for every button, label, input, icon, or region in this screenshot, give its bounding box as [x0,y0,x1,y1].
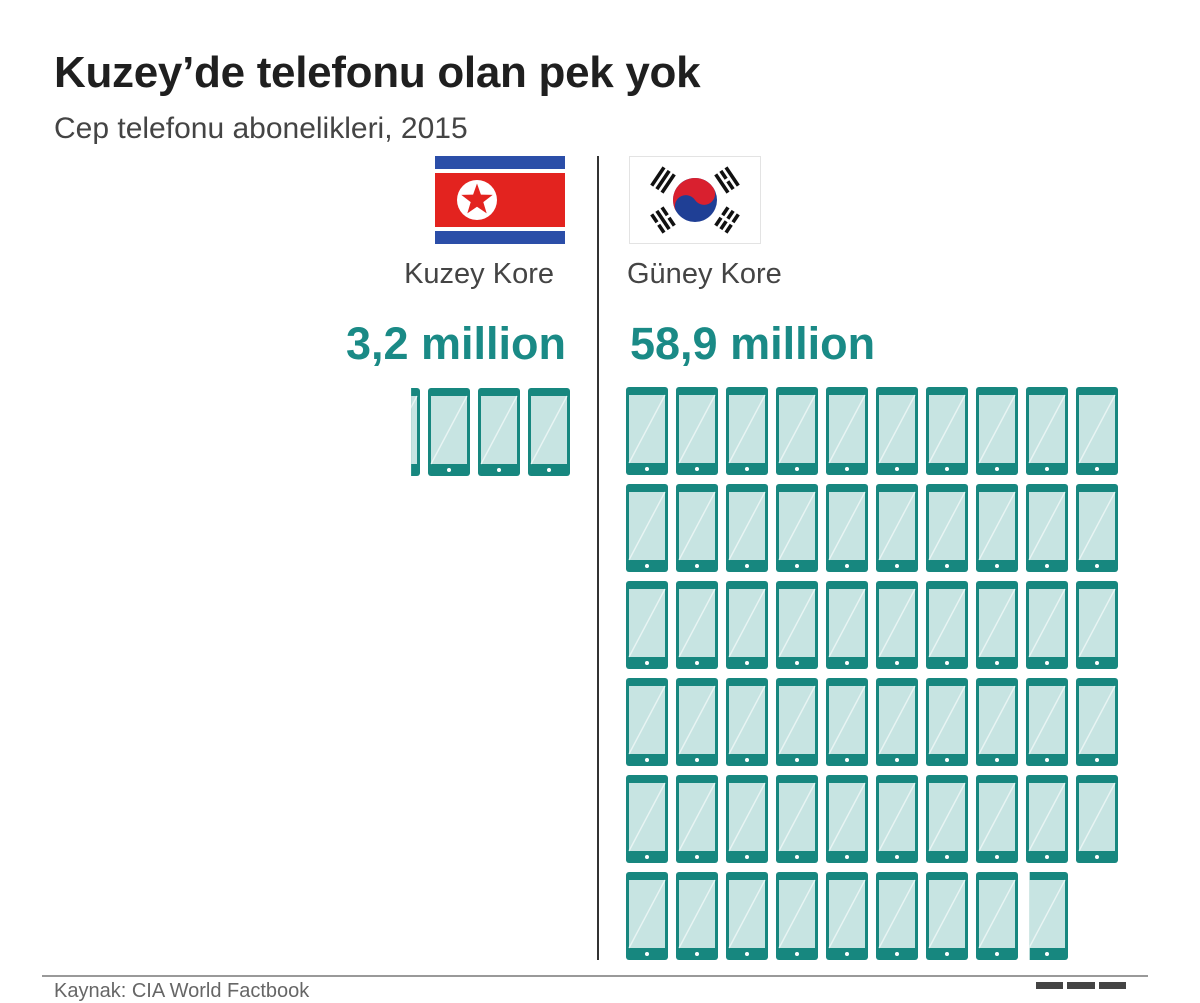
sk-phone-56 [876,872,918,960]
sk-phone-17 [926,484,968,572]
sk-phone-23 [726,581,768,669]
sk-phone-26 [876,581,918,669]
south-korea-value: 58,9 million [630,318,876,369]
nk-phone-1 [528,388,570,476]
sk-phone-48 [976,775,1018,863]
sk-phone-55 [826,872,868,960]
sk-phone-47 [926,775,968,863]
sk-phone-16 [876,484,918,572]
north-korea-label: Kuzey Kore [404,258,554,290]
sk-phone-24 [776,581,818,669]
south-korea-flag [629,156,761,244]
nk-phone-2 [478,388,520,476]
sk-phone-39 [1026,678,1068,766]
sk-phone-18 [976,484,1018,572]
sk-phone-6 [876,387,918,475]
sk-phone-42 [676,775,718,863]
sk-phone-44 [776,775,818,863]
bbc-logo: BBC [1036,982,1126,989]
sk-phone-15 [826,484,868,572]
sk-phone-46 [876,775,918,863]
sk-phone-35 [826,678,868,766]
chart-subtitle: Cep telefonu abonelikleri, 2015 [54,112,468,145]
north-korea-flag [435,156,565,244]
sk-phone-31 [626,678,668,766]
sk-phone-29 [1026,581,1068,669]
sk-phone-20 [1076,484,1118,572]
sk-phone-51 [626,872,668,960]
nk-phone-partial [411,388,420,476]
sk-phone-9 [1026,387,1068,475]
sk-phone-33 [726,678,768,766]
sk-phone-3 [726,387,768,475]
sk-phone-45 [826,775,868,863]
sk-phone-52 [676,872,718,960]
sk-phone-41 [626,775,668,863]
sk-phone-8 [976,387,1018,475]
sk-phone-34 [776,678,818,766]
footer-divider [42,975,1148,977]
sk-phone-32 [676,678,718,766]
sk-phone-49 [1026,775,1068,863]
sk-phone-40 [1076,678,1118,766]
sk-phone-53 [726,872,768,960]
sk-phone-27 [926,581,968,669]
source-note: Kaynak: CIA World Factbook [54,980,310,1002]
sk-phone-36 [876,678,918,766]
sk-phone-37 [926,678,968,766]
sk-phone-4 [776,387,818,475]
sk-phone-13 [726,484,768,572]
sk-phone-25 [826,581,868,669]
column-divider [597,156,599,960]
sk-phone-21 [626,581,668,669]
sk-phone-14 [776,484,818,572]
sk-phone-5 [826,387,868,475]
north-korea-value: 3,2 million [345,318,566,369]
nk-phone-3 [428,388,470,476]
sk-phone-43 [726,775,768,863]
sk-phone-12 [676,484,718,572]
sk-phone-38 [976,678,1018,766]
sk-phone-30 [1076,581,1118,669]
sk-phone-2 [676,387,718,475]
sk-phone-58 [976,872,1018,960]
sk-phone-1 [626,387,668,475]
sk-phone-54 [776,872,818,960]
sk-phone-11 [626,484,668,572]
sk-phone-57 [926,872,968,960]
sk-phone-19 [1026,484,1068,572]
sk-phone-partial [1029,872,1068,960]
sk-phone-50 [1076,775,1118,863]
sk-phone-10 [1076,387,1118,475]
sk-phone-7 [926,387,968,475]
south-korea-label: Güney Kore [627,258,782,290]
sk-phone-22 [676,581,718,669]
chart-title: Kuzey’de telefonu olan pek yok [54,48,701,97]
sk-phone-28 [976,581,1018,669]
